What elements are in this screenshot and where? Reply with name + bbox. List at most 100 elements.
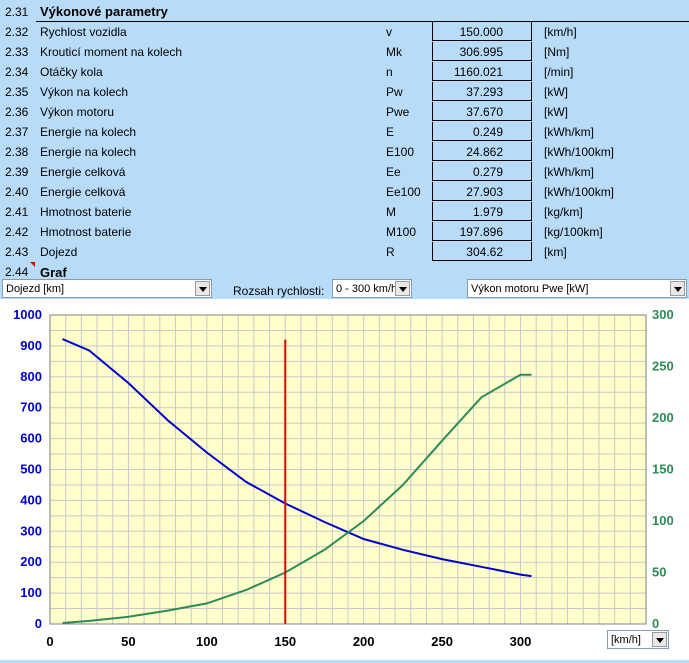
value-column-top-border: [432, 21, 532, 22]
parameter-symbol: Ee: [386, 165, 401, 179]
chevron-down-icon[interactable]: [195, 281, 210, 296]
right-axis-select[interactable]: Výkon motoru Pwe [kW]: [467, 279, 687, 298]
range-select[interactable]: 0 - 300 km/h: [332, 279, 412, 298]
x-tick-label: 300: [510, 634, 532, 649]
parameter-symbol: Mk: [386, 45, 402, 59]
parameter-label: Rychlost vozidla: [40, 25, 127, 39]
y-left-tick-label: 0: [35, 616, 42, 631]
row-number: 2.34: [5, 65, 29, 79]
parameter-label: Otáčky kola: [40, 65, 103, 79]
parameter-symbol: v: [386, 25, 392, 39]
y-left-tick-label: 400: [20, 492, 42, 507]
parameter-symbol: R: [386, 245, 395, 259]
x-tick-label: 50: [121, 634, 135, 649]
x-tick-label: 250: [431, 634, 453, 649]
parameter-row: 2.33 Krouticí moment na kolech Mk 306.995 [N…: [0, 42, 689, 62]
parameter-unit: [kWh/km]: [544, 165, 594, 179]
range-label: Rozsah rychlosti:: [233, 284, 325, 298]
parameter-row: 2.36 Výkon motoru Pwe 37.670 [kW]: [0, 102, 689, 122]
row-number: 2.38: [5, 145, 29, 159]
y-left-tick-label: 100: [20, 585, 42, 600]
y-right-tick-label: 0: [652, 616, 659, 631]
y-left-tick-label: 900: [20, 338, 42, 353]
parameter-unit: [kW]: [544, 105, 568, 119]
row-number: 2.36: [5, 105, 29, 119]
parameter-label: Výkon na kolech: [40, 85, 129, 99]
parameter-value[interactable]: 24.862: [432, 142, 532, 161]
graf-title: Graf: [40, 265, 67, 280]
y-left-tick-label: 1000: [13, 307, 42, 322]
chart-area: 0 50 100 150 200 250 300 0 100 200 300 400 500 600 700…: [0, 299, 689, 660]
parameter-symbol: E100: [386, 145, 415, 159]
parameter-label: Dojezd: [40, 245, 78, 259]
parameter-symbol: E: [386, 125, 395, 139]
parameter-symbol: n: [386, 65, 393, 79]
y-right-tick-label: 300: [652, 307, 674, 322]
x-tick-label: 100: [196, 634, 218, 649]
row-number: 2.39: [5, 165, 29, 179]
parameter-value[interactable]: 1.979: [432, 202, 532, 221]
y-left-tick-label: 700: [20, 400, 42, 415]
parameter-symbol: M100: [386, 225, 417, 239]
section-title-row: 2.31 Výkonové parametry: [0, 2, 689, 22]
series-line-right: [62, 373, 532, 624]
chevron-down-icon[interactable]: [395, 281, 410, 296]
parameter-label: Energie na kolech: [40, 145, 137, 159]
parameter-unit: [km/h]: [544, 25, 577, 39]
parameter-unit: [kg/100km]: [544, 225, 603, 239]
parameter-unit: [Nm]: [544, 45, 570, 59]
x-unit-select-value: [km/h]: [611, 634, 641, 646]
y-left-tick-label: 500: [20, 462, 42, 477]
comment-marker: [30, 262, 35, 267]
parameter-unit: [/min]: [544, 65, 574, 79]
x-tick-label: 200: [353, 634, 375, 649]
row-number: 2.44: [5, 265, 29, 279]
parameter-label: Hmotnost baterie: [40, 205, 132, 219]
chart: 0 50 100 150 200 250 3000100200300400500600700…: [13, 307, 674, 649]
parameter-row: 2.39 Energie celková Ee 0.279 [kWh/km]: [0, 162, 689, 182]
x-tick-label: 0: [46, 634, 53, 649]
row-number: 2.33: [5, 45, 29, 59]
chevron-down-icon[interactable]: [652, 632, 667, 647]
range-select-value: 0 - 300 km/h: [336, 283, 398, 295]
series-line-left: [62, 338, 532, 578]
parameter-value[interactable]: 0.279: [432, 162, 532, 181]
left-axis-select[interactable]: Dojezd [km]: [2, 279, 212, 298]
parameter-label: Hmotnost baterie: [40, 225, 132, 239]
parameter-value[interactable]: 27.903: [432, 182, 532, 201]
row-number: 2.43: [5, 245, 29, 259]
y-left-tick-label: 600: [20, 431, 42, 446]
y-left-tick-label: 300: [20, 523, 42, 538]
parameter-row: 2.43 Dojezd R 304.62 [km]: [0, 242, 689, 262]
row-number: 2.42: [5, 225, 29, 239]
parameter-value[interactable]: 1160.021: [432, 62, 532, 81]
title-underline: [36, 21, 689, 22]
parameter-value[interactable]: 304.62: [432, 242, 532, 261]
parameter-unit: [kWh/100km]: [544, 145, 615, 159]
parameter-value[interactable]: 150.000: [432, 22, 532, 41]
parameter-symbol: M: [386, 205, 396, 219]
row-number: 2.35: [5, 85, 29, 99]
y-right-tick-label: 200: [652, 410, 674, 425]
parameter-row: 2.41 Hmotnost baterie M 1.979 [kg/km]: [0, 202, 689, 222]
graf-title-row: 2.44 Graf: [0, 262, 689, 282]
parameter-row: 2.32 Rychlost vozidla v 150.000 [km/h]: [0, 22, 689, 42]
chevron-down-icon[interactable]: [670, 281, 685, 296]
parameter-value[interactable]: 306.995: [432, 42, 532, 61]
parameter-row: 2.38 Energie na kolech E100 24.862 [kWh/100k…: [0, 142, 689, 162]
parameter-label: Energie na kolech: [40, 125, 137, 139]
parameter-symbol: Pw: [386, 85, 403, 99]
parameter-value[interactable]: 0.249: [432, 122, 532, 141]
y-right-tick-label: 50: [652, 565, 666, 580]
x-unit-select[interactable]: [km/h]: [607, 630, 669, 649]
parameter-value[interactable]: 197.896: [432, 222, 532, 241]
row-number: 2.32: [5, 25, 29, 39]
left-axis-select-value: Dojezd [km]: [6, 283, 65, 295]
parameter-value[interactable]: 37.670: [432, 102, 532, 121]
parameter-row: 2.34 Otáčky kola n 1160.021 [/min]: [0, 62, 689, 82]
row-number: 2.37: [5, 125, 29, 139]
y-left-tick-label: 200: [20, 554, 42, 569]
section-title: Výkonové parametry: [40, 4, 168, 19]
parameter-value[interactable]: 37.293: [432, 82, 532, 101]
parameter-unit: [kWh/100km]: [544, 185, 615, 199]
